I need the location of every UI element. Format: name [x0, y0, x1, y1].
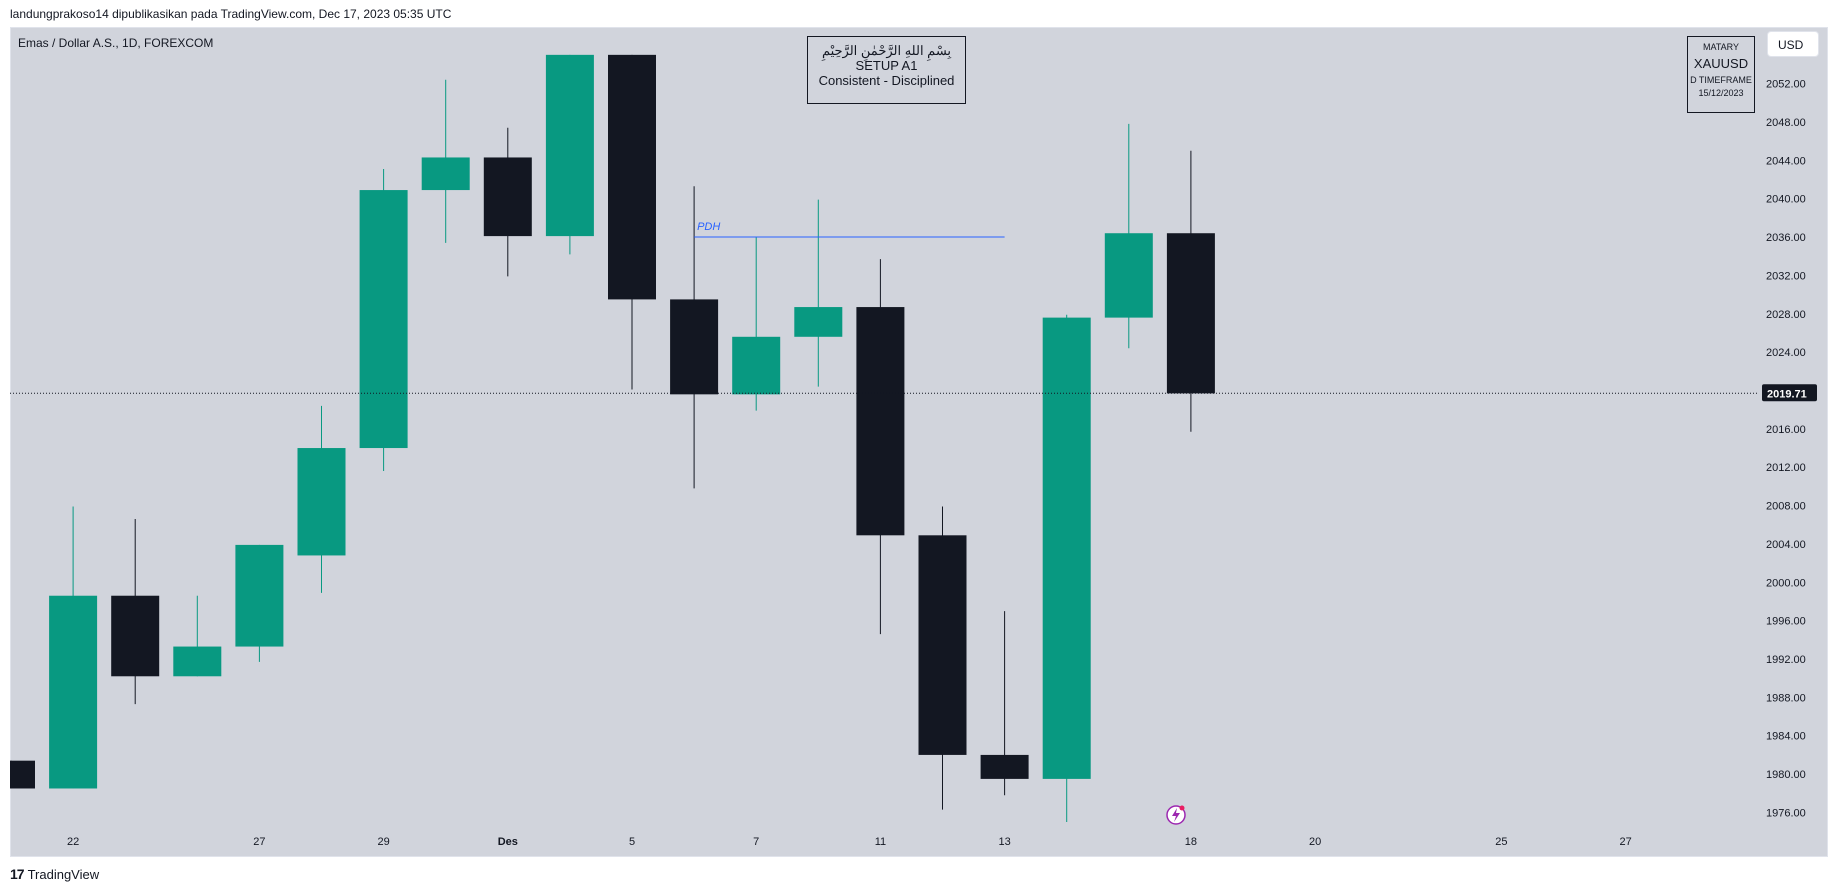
y-tick-label: 2004.00	[1766, 539, 1806, 551]
candle	[1042, 314, 1091, 823]
candle-body	[545, 54, 594, 237]
current-price-tag: 2019.71	[1762, 384, 1817, 402]
candle	[173, 595, 222, 677]
candle	[1104, 123, 1153, 349]
candle	[856, 259, 905, 635]
matary-title: MATARY	[1702, 42, 1739, 52]
candle-body	[794, 307, 843, 337]
candle	[918, 506, 967, 810]
candle	[111, 519, 160, 705]
x-tick-label: 27	[253, 836, 265, 848]
y-tick-label: 2012.00	[1766, 462, 1806, 474]
y-tick-label: 1992.00	[1766, 654, 1806, 666]
tradingview-brand: TradingView	[27, 866, 100, 882]
y-tick-label: 2024.00	[1766, 347, 1806, 359]
y-tick-label: 2032.00	[1766, 270, 1806, 282]
currency-button[interactable]: USD	[1767, 31, 1819, 57]
lightning-bolt	[1172, 808, 1180, 822]
tradingview-footer[interactable]: 17 TradingView	[10, 866, 99, 882]
symbol-title[interactable]: Emas / Dollar A.S., 1D, FOREXCOM	[18, 36, 214, 50]
lightning-event-icon	[1166, 805, 1186, 825]
tradingview-logo-icon: 17	[10, 866, 25, 882]
candle-body	[10, 760, 35, 789]
candle-body	[856, 307, 905, 536]
candle-body	[608, 54, 656, 300]
y-tick-label: 1996.00	[1766, 616, 1806, 628]
setup-subtitle: Consistent - Disciplined	[818, 73, 955, 88]
x-tick-label: 25	[1495, 836, 1507, 848]
y-tick-label: 2016.00	[1766, 424, 1806, 436]
candle	[608, 54, 656, 390]
setup-title: SETUP A1	[855, 58, 918, 73]
x-tick-label: 22	[67, 836, 79, 848]
candle-body	[49, 595, 98, 789]
candle	[359, 168, 408, 472]
y-tick-label: 2036.00	[1766, 232, 1806, 244]
candle	[794, 199, 843, 387]
setup-basmala: بِسْمِ اللهِ الرَّحْمٰنِ الرَّحِيْمِ	[821, 43, 952, 58]
y-tick-label: 2008.00	[1766, 501, 1806, 513]
candle	[10, 760, 35, 789]
setup-textbox[interactable]: بِسْمِ اللهِ الرَّحْمٰنِ الرَّحِيْمِ SET…	[807, 36, 966, 104]
current-price-label: 2019.71	[1767, 388, 1807, 400]
x-tick-label: 20	[1309, 836, 1321, 848]
candle	[49, 506, 98, 789]
candle-body	[918, 535, 967, 755]
matary-textbox[interactable]: MATARY XAUUSD D TIMEFRAME 15/12/2023	[1687, 36, 1755, 113]
x-tick-label: Des	[498, 836, 518, 848]
candle-body	[297, 448, 346, 556]
x-tick-label: 27	[1619, 836, 1631, 848]
y-tick-label: 2048.00	[1766, 117, 1806, 129]
y-tick-label: 2044.00	[1766, 155, 1806, 167]
y-tick-label: 2000.00	[1766, 577, 1806, 589]
x-tick-label: 29	[377, 836, 389, 848]
candle	[235, 544, 284, 662]
y-tick-label: 2052.00	[1766, 79, 1806, 91]
y-tick-label: 2040.00	[1766, 194, 1806, 206]
y-tick-label: 2028.00	[1766, 309, 1806, 321]
y-tick-label: 1976.00	[1766, 807, 1806, 819]
candle-body	[483, 157, 532, 237]
x-tick-label: 7	[753, 836, 759, 848]
y-tick-label: 1980.00	[1766, 769, 1806, 781]
publish-header: landungprakoso14 dipublikasikan pada Tra…	[10, 7, 452, 21]
candle	[297, 405, 346, 593]
candle-body	[732, 336, 781, 395]
candle-body	[670, 299, 719, 395]
lightning-event-dot	[1179, 805, 1185, 811]
x-tick-label: 13	[998, 836, 1010, 848]
matary-date: 15/12/2023	[1698, 88, 1744, 98]
candle-body	[1104, 233, 1153, 318]
matary-symbol: XAUUSD	[1693, 56, 1749, 71]
y-tick-label: 1984.00	[1766, 731, 1806, 743]
candle	[980, 611, 1029, 796]
candle-body	[111, 595, 160, 677]
candle-body	[1166, 233, 1215, 394]
candle	[732, 237, 781, 411]
candle	[1166, 150, 1215, 432]
current-price-tag-bg	[1762, 384, 1817, 402]
x-tick-label: 11	[875, 836, 886, 848]
candle-body	[980, 754, 1029, 779]
matary-timeframe: D TIMEFRAME	[1690, 75, 1752, 85]
candle	[670, 186, 719, 489]
candle-body	[359, 190, 408, 449]
candle	[483, 127, 532, 277]
x-tick-label: 5	[629, 836, 635, 848]
candle	[545, 54, 594, 255]
y-tick-label: 1988.00	[1766, 692, 1806, 704]
candle-body	[173, 646, 222, 677]
pdh-label: PDH	[697, 221, 720, 233]
candle	[421, 79, 470, 243]
x-tick-label: 18	[1185, 836, 1197, 848]
candle-body	[1042, 317, 1091, 779]
candle-body	[421, 157, 470, 191]
candle-body	[235, 544, 284, 647]
